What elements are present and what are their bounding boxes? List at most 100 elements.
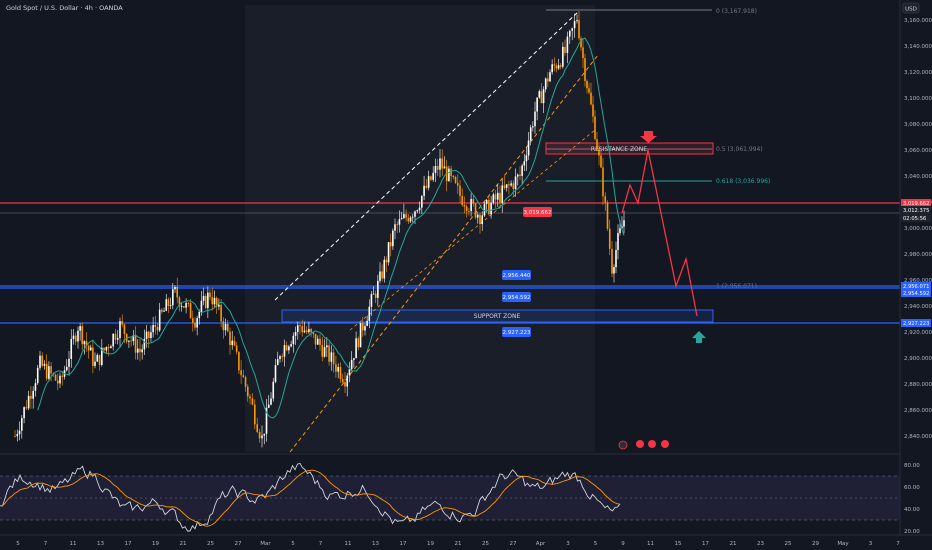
candle-body [279, 356, 281, 360]
candle-body [353, 358, 355, 360]
resistance-zone-box[interactable] [545, 142, 714, 155]
projection-path [621, 149, 698, 317]
candle-body [392, 230, 394, 247]
candle-body [501, 185, 504, 203]
candle-body [187, 303, 190, 304]
candle-body [427, 176, 430, 188]
x-tick-label: 11 [647, 541, 654, 547]
candle-body [432, 172, 434, 180]
candle-body [92, 347, 94, 366]
candle-body [41, 355, 44, 366]
candle-body [158, 309, 161, 331]
price-badge [901, 199, 931, 207]
candle-body [103, 347, 105, 351]
fib-0-label: 0 (3,167.918) [716, 8, 757, 15]
candle-body [36, 367, 39, 384]
rsi-pane[interactable] [0, 462, 900, 532]
candle-body [18, 430, 21, 435]
event-flag-icon-1[interactable] [636, 440, 644, 448]
candle-body [132, 335, 135, 342]
candle-body [326, 345, 328, 348]
candle-body [321, 345, 324, 357]
candle-body [553, 64, 556, 66]
candle-body [183, 306, 185, 308]
candle-body [430, 176, 432, 180]
candle-body [598, 149, 600, 156]
candle-body [272, 381, 275, 399]
candle-body [299, 325, 301, 327]
candle-body [105, 346, 108, 351]
candle-body [606, 202, 609, 229]
support-zone-box[interactable] [281, 309, 714, 323]
candle-body [256, 424, 258, 433]
candle-body [508, 184, 510, 186]
candle-body [180, 306, 183, 308]
candle-body [551, 64, 553, 73]
x-tick-label: 7 [44, 541, 48, 547]
candle-body [77, 330, 79, 342]
candle-body [472, 199, 475, 204]
event-flag-icon-3[interactable] [661, 440, 669, 448]
candle-body [540, 91, 543, 104]
candle-body [387, 242, 390, 263]
candle-body [549, 72, 551, 82]
candle-body [231, 340, 234, 346]
rsi-tick-label: 20.00 [904, 529, 920, 535]
x-tick-label: 21 [455, 541, 462, 547]
price-badge-text: 2,956.071 [903, 284, 929, 290]
candle-body [265, 407, 268, 434]
candle-body [61, 375, 64, 377]
candle-body [463, 205, 466, 207]
candle-body [576, 20, 578, 22]
x-tick-label: 19 [152, 541, 159, 547]
rsi-ma-line [0, 469, 621, 527]
candle-body [512, 183, 515, 190]
chart-label-red-text: 3,019.662 [524, 210, 552, 216]
candle-body [310, 329, 312, 333]
time-axis[interactable]: 5 7 11 13 17 19 21 25 27 Mar 5 7 11 13 17 19 21 25 27 Apr 3 5… [0, 534, 932, 550]
currency-badge[interactable] [902, 2, 920, 14]
x-tick-label: 13 [97, 541, 104, 547]
candle-body [172, 289, 174, 306]
price-axis[interactable]: USD 3,160.000 3,140.000 3,120.000 3,100.000… [899, 0, 932, 535]
candle-body [54, 374, 57, 381]
candle-body [448, 168, 450, 182]
candle-body [339, 366, 342, 380]
candle-body [296, 325, 299, 333]
x-tick-label: 17 [125, 541, 132, 547]
x-tick-label: 5 [16, 541, 20, 547]
candle-body [145, 331, 148, 339]
candle-body [407, 217, 410, 222]
candle-body [503, 185, 506, 188]
x-tick-label: 11 [345, 541, 352, 547]
candle-body [27, 395, 30, 409]
candle-body [488, 199, 490, 215]
candle-body [377, 280, 379, 298]
candle-body [43, 363, 46, 366]
candle-body [361, 322, 364, 331]
candle-body [510, 183, 512, 186]
candle-body [542, 89, 545, 104]
candle-body [557, 65, 560, 69]
y-tick-label: 3,160.000 [904, 18, 932, 24]
fib-0618-label: 0.618 (3,036.996) [716, 178, 770, 185]
x-tick-label: 23 [757, 541, 764, 547]
candle-body [116, 337, 119, 340]
event-flag-icon-2[interactable] [648, 440, 656, 448]
candle-body [596, 139, 598, 150]
candle-body [330, 352, 333, 362]
y-tick-label: 2,940.000 [904, 304, 932, 310]
event-flash-icon[interactable] [618, 440, 628, 450]
candle-body [370, 294, 373, 307]
x-tick-label: 15 [675, 541, 682, 547]
candle-body [525, 155, 528, 162]
candle-body [70, 338, 73, 359]
candle-body [167, 299, 170, 306]
candle-body [83, 341, 86, 345]
candle-body [87, 345, 90, 351]
price-pane[interactable]: 0 (3,167.918) 0.5 (3,061.994) 0.618 (3,0… [0, 5, 900, 453]
y-tick-label: 3,140.000 [904, 44, 932, 50]
candle-body [536, 97, 538, 112]
candle-body [459, 185, 461, 197]
